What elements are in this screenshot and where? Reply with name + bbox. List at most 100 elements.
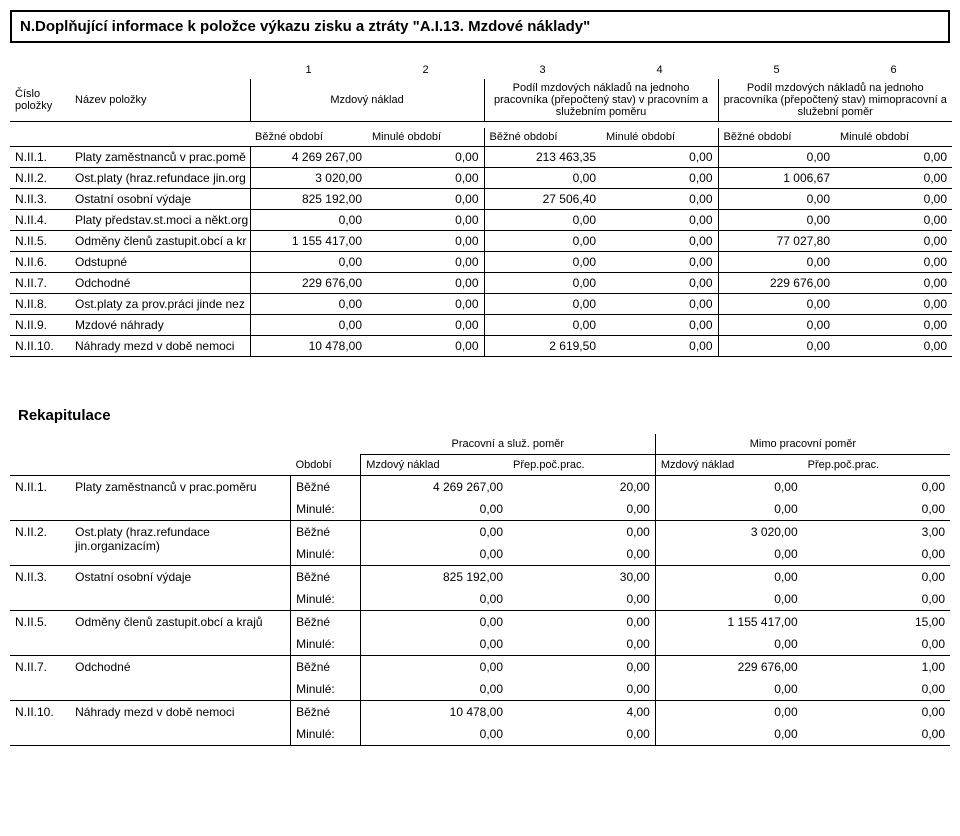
recap-period-bezne: Běžné — [291, 476, 361, 499]
page-title: N.Doplňující informace k položce výkazu … — [10, 10, 950, 43]
row-code: N.II.4. — [10, 210, 70, 231]
recap-period-minule: Minulé: — [291, 543, 361, 566]
recap-row-name: Ostatní osobní výdaje — [70, 566, 290, 611]
cell-value: 0,00 — [835, 294, 952, 315]
cell-value: 0,00 — [835, 147, 952, 168]
recap-cell: 0,00 — [655, 498, 802, 521]
row-name: Mzdové náhrady — [70, 315, 250, 336]
cell-value: 1 155 417,00 — [250, 231, 367, 252]
cell-value: 0,00 — [601, 315, 718, 336]
rowhead-nazev: Název položky — [70, 79, 250, 122]
cell-value: 0,00 — [835, 336, 952, 357]
cell-value: 0,00 — [835, 210, 952, 231]
recap-cell: 0,00 — [361, 588, 508, 611]
recap-cell: 0,00 — [361, 723, 508, 746]
recap-period-bezne: Běžné — [291, 611, 361, 634]
cell-value: 0,00 — [718, 189, 835, 210]
cell-value: 0,00 — [367, 147, 484, 168]
subhead-bezne: Běžné období — [484, 128, 601, 147]
row-code: N.II.1. — [10, 147, 70, 168]
recap-cell: 825 192,00 — [361, 566, 508, 589]
grouphead-1: Mzdový náklad — [250, 79, 484, 122]
row-code: N.II.2. — [10, 168, 70, 189]
recap-cell: 0,00 — [361, 656, 508, 679]
cell-value: 0,00 — [601, 147, 718, 168]
cell-value: 0,00 — [601, 168, 718, 189]
recap-cell: 0,00 — [655, 588, 802, 611]
col-num: 1 — [250, 61, 367, 79]
recap-cell: 0,00 — [655, 723, 802, 746]
recap-cell: 0,00 — [655, 543, 802, 566]
cell-value: 0,00 — [835, 189, 952, 210]
main-table: 123456Číslo položkyNázev položkyMzdový n… — [10, 61, 952, 357]
recap-cell: 0,00 — [508, 633, 655, 656]
recap-cell: 0,00 — [803, 566, 950, 589]
cell-value: 0,00 — [367, 273, 484, 294]
cell-value: 0,00 — [601, 210, 718, 231]
cell-value: 0,00 — [601, 273, 718, 294]
recap-row-name: Platy zaměstnanců v prac.poměru — [70, 476, 290, 521]
grouphead-2: Podíl mzdových nákladů na jednoho pracov… — [484, 79, 718, 122]
recap-cell: 0,00 — [655, 678, 802, 701]
recap-row-name: Odměny členů zastupit.obcí a krajů — [70, 611, 290, 656]
cell-value: 229 676,00 — [718, 273, 835, 294]
recap-cell: 10 478,00 — [361, 701, 508, 724]
recap-period-bezne: Běžné — [291, 656, 361, 679]
cell-value: 4 269 267,00 — [250, 147, 367, 168]
recap-row-code: N.II.3. — [10, 566, 70, 611]
cell-value: 0,00 — [484, 168, 601, 189]
recap-cell: 0,00 — [508, 498, 655, 521]
cell-value: 0,00 — [835, 273, 952, 294]
subhead-minule: Minulé období — [835, 128, 952, 147]
recap-cell: 30,00 — [508, 566, 655, 589]
cell-value: 0,00 — [367, 168, 484, 189]
cell-value: 1 006,67 — [718, 168, 835, 189]
cell-value: 0,00 — [718, 252, 835, 273]
recap-cell: 15,00 — [803, 611, 950, 634]
cell-value: 10 478,00 — [250, 336, 367, 357]
recap-cell: 0,00 — [803, 678, 950, 701]
row-name: Ost.platy (hraz.refundace jin.org — [70, 168, 250, 189]
recap-row-code: N.II.7. — [10, 656, 70, 701]
row-name: Odstupné — [70, 252, 250, 273]
recap-grouphead-1: Pracovní a služ. poměr — [361, 434, 656, 455]
cell-value: 0,00 — [367, 189, 484, 210]
recap-cell: 3,00 — [803, 521, 950, 544]
recap-cell: 0,00 — [508, 588, 655, 611]
recap-cell: 0,00 — [803, 588, 950, 611]
recap-cell: 0,00 — [655, 566, 802, 589]
recap-cell: 0,00 — [361, 611, 508, 634]
recap-period-bezne: Běžné — [291, 521, 361, 544]
cell-value: 0,00 — [250, 294, 367, 315]
cell-value: 0,00 — [250, 210, 367, 231]
col-num: 4 — [601, 61, 718, 79]
recap-period-bezne: Běžné — [291, 701, 361, 724]
cell-value: 0,00 — [367, 336, 484, 357]
recap-sub-pp2: Přep.poč.prac. — [803, 455, 950, 476]
recap-row-code: N.II.10. — [10, 701, 70, 746]
recap-cell: 0,00 — [508, 611, 655, 634]
recap-row-name: Ost.platy (hraz.refundace jin.organizací… — [70, 521, 290, 566]
col-num: 2 — [367, 61, 484, 79]
row-code: N.II.3. — [10, 189, 70, 210]
col-num: 3 — [484, 61, 601, 79]
cell-value: 0,00 — [601, 231, 718, 252]
cell-value: 0,00 — [367, 315, 484, 336]
recap-cell: 20,00 — [508, 476, 655, 499]
recap-period-minule: Minulé: — [291, 588, 361, 611]
row-code: N.II.6. — [10, 252, 70, 273]
recap-period-minule: Minulé: — [291, 633, 361, 656]
recap-cell: 0,00 — [803, 701, 950, 724]
recap-cell: 0,00 — [655, 633, 802, 656]
cell-value: 0,00 — [835, 315, 952, 336]
recap-period-bezne: Běžné — [291, 566, 361, 589]
recap-cell: 0,00 — [361, 633, 508, 656]
row-name: Odměny členů zastupit.obcí a kr — [70, 231, 250, 252]
recap-sub-period: Období — [291, 455, 361, 476]
cell-value: 77 027,80 — [718, 231, 835, 252]
row-name: Platy zaměstnanců v prac.pomě — [70, 147, 250, 168]
recap-cell: 0,00 — [508, 723, 655, 746]
cell-value: 0,00 — [367, 231, 484, 252]
recap-sub-pp: Přep.poč.prac. — [508, 455, 655, 476]
cell-value: 0,00 — [484, 252, 601, 273]
